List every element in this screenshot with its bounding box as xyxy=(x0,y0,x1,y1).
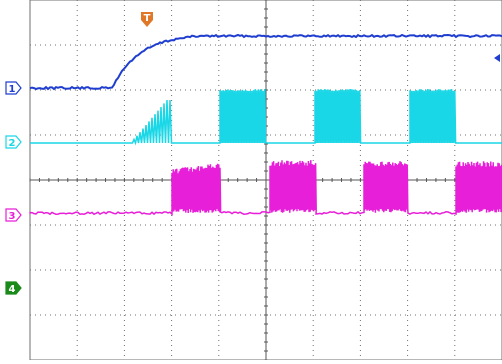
channel-4-label: 4 xyxy=(9,284,16,295)
channel-1-trace xyxy=(29,33,502,91)
channel-1-marker[interactable]: 1 xyxy=(5,81,22,95)
channel-2-label: 2 xyxy=(9,138,16,149)
graticule-grid xyxy=(29,0,502,361)
trigger-t-icon[interactable]: T xyxy=(141,12,153,27)
trigger-level-arrow-icon[interactable] xyxy=(494,54,500,62)
trigger-marker-label: T xyxy=(144,13,151,24)
channel-2-trace xyxy=(30,88,502,146)
channel-1-label: 1 xyxy=(9,84,16,95)
traces xyxy=(29,33,502,216)
channel-3-label: 3 xyxy=(9,211,16,222)
channel-4-marker[interactable]: 4 xyxy=(5,281,22,295)
channel-2-marker[interactable]: 2 xyxy=(5,135,22,149)
center-axes xyxy=(29,0,502,361)
channel-3-marker[interactable]: 3 xyxy=(5,208,22,222)
channel-3-trace xyxy=(29,160,502,216)
